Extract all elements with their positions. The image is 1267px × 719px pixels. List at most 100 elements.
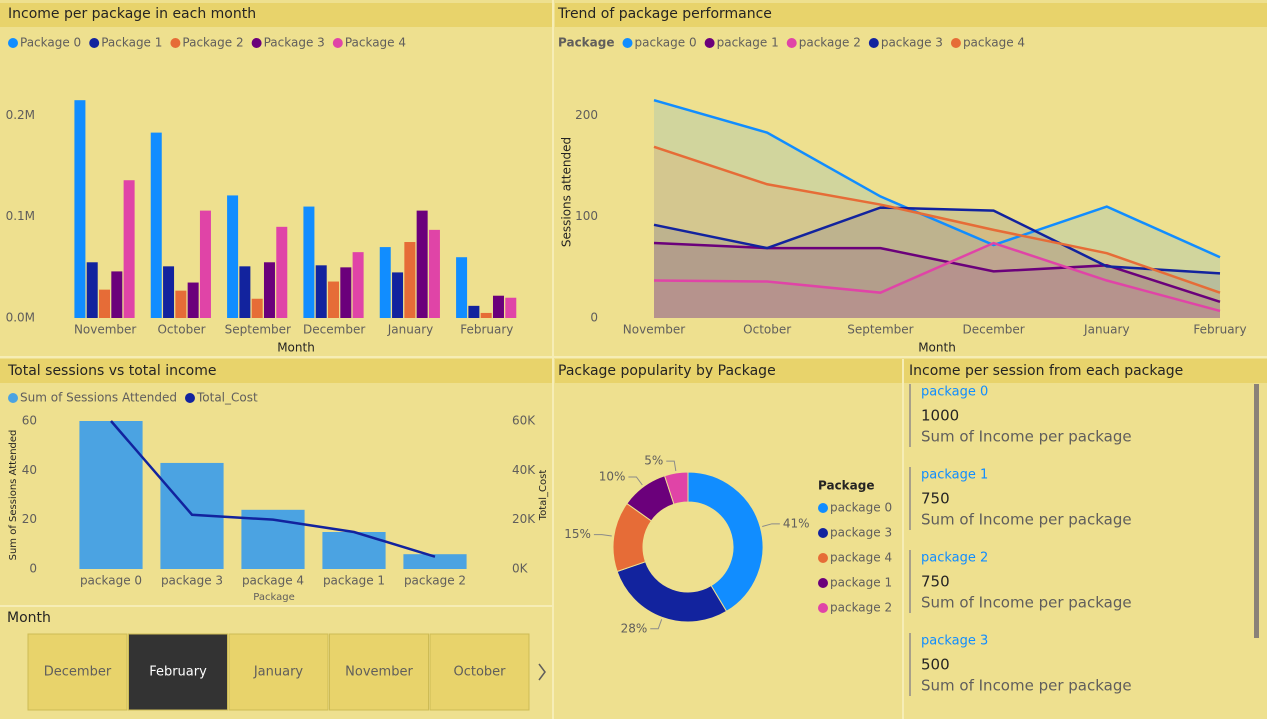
legend-marker xyxy=(950,38,961,48)
card-label: package 0 xyxy=(921,385,988,400)
card-caption: Sum of Income per package xyxy=(921,677,1132,695)
legend-marker xyxy=(818,578,828,588)
bar xyxy=(227,195,239,318)
legend-marker xyxy=(818,603,828,613)
legend-marker xyxy=(170,38,181,48)
slicer-item-label: January xyxy=(253,665,304,680)
x-tick-label: package 2 xyxy=(404,574,466,588)
bar xyxy=(404,242,416,318)
y2-tick-label: 0K xyxy=(512,562,529,576)
x-tick-label: January xyxy=(1083,323,1130,337)
donut-slice[interactable] xyxy=(687,471,764,613)
slicer-item[interactable] xyxy=(128,633,228,711)
x-tick-label: September xyxy=(847,323,913,337)
legend-label: Package 1 xyxy=(101,36,162,50)
scrollbar[interactable] xyxy=(1254,384,1259,638)
legend-title: Package xyxy=(818,479,875,493)
donut-slice[interactable] xyxy=(663,471,689,505)
y2-axis-title: Total_Cost xyxy=(538,470,549,522)
line xyxy=(653,206,1221,275)
bar xyxy=(263,262,275,318)
legend-label: Total_Cost xyxy=(196,391,258,405)
legend-marker xyxy=(251,38,262,48)
y2-tick-label: 40K xyxy=(512,463,536,477)
chart-title: Total sessions vs total income xyxy=(7,363,216,379)
slicer-item[interactable] xyxy=(329,633,429,711)
slicer-item[interactable] xyxy=(228,633,329,711)
bar xyxy=(416,210,428,318)
bar xyxy=(251,298,263,318)
legend-marker xyxy=(184,393,195,403)
bar xyxy=(456,257,468,318)
legend-marker xyxy=(89,38,100,48)
area xyxy=(654,100,1220,319)
slicer-item[interactable] xyxy=(27,633,128,711)
line xyxy=(653,98,1221,259)
x-tick-label: November xyxy=(623,323,685,337)
y-axis-title: Sessions attended xyxy=(560,137,574,247)
x-axis-title: Month xyxy=(918,341,956,355)
bar xyxy=(239,266,251,318)
legend-label: Package 4 xyxy=(345,36,406,50)
bar xyxy=(175,290,187,318)
x-axis-title: Month xyxy=(277,341,315,355)
y-tick-label: 100 xyxy=(575,209,598,223)
slicer-next-arrow[interactable] xyxy=(538,663,546,681)
card-value: 500 xyxy=(921,656,950,674)
bar xyxy=(492,295,504,318)
x-tick-label: February xyxy=(460,323,513,337)
bar xyxy=(99,289,111,318)
card-label: package 1 xyxy=(921,468,988,483)
legend-label: Package 0 xyxy=(20,36,81,50)
slicer-title: Month xyxy=(7,610,51,626)
leader-line xyxy=(762,523,780,527)
card-label: package 2 xyxy=(921,551,988,566)
bar xyxy=(328,281,340,318)
legend-label: package 0 xyxy=(830,501,892,515)
y-tick-label: 0.1M xyxy=(6,209,35,223)
line xyxy=(653,241,1221,313)
header-band xyxy=(555,359,1267,383)
bar xyxy=(199,210,211,318)
header-band xyxy=(0,3,552,27)
bar xyxy=(79,421,143,569)
y-axis-title: Sum of Sessions Attended xyxy=(8,430,19,561)
bar xyxy=(392,272,404,318)
y-tick-label: 0 xyxy=(590,311,598,325)
x-tick-label: package 3 xyxy=(161,574,223,588)
card-value: 1000 xyxy=(921,407,959,425)
legend-label: package 3 xyxy=(881,36,943,50)
y-tick-label: 0.0M xyxy=(6,311,35,325)
y-tick-label: 200 xyxy=(575,108,598,122)
legend-marker xyxy=(704,38,715,48)
bar xyxy=(150,132,162,318)
legend-label: package 4 xyxy=(830,551,892,565)
y-tick-label: 20 xyxy=(22,512,37,526)
legend-label: Package 3 xyxy=(264,36,325,50)
card-caption: Sum of Income per package xyxy=(921,428,1132,446)
card-caption: Sum of Income per package xyxy=(921,511,1132,529)
y-tick-label: 0.2M xyxy=(6,108,35,122)
legend-marker xyxy=(8,38,18,48)
bar xyxy=(468,305,480,318)
slicer-item[interactable] xyxy=(429,633,530,711)
cards-title: Income per session from each package xyxy=(909,363,1183,379)
leader-line xyxy=(593,534,612,537)
line xyxy=(653,241,1221,303)
legend-marker xyxy=(332,38,343,48)
y2-tick-label: 60K xyxy=(512,414,536,428)
data-label: 15% xyxy=(564,527,591,541)
data-label: 10% xyxy=(599,469,626,483)
legend-title: Package xyxy=(558,36,615,50)
bar xyxy=(163,266,175,318)
line xyxy=(653,145,1221,294)
slicer-item-label: November xyxy=(345,665,413,680)
legend-marker xyxy=(786,38,797,48)
y2-tick-label: 20K xyxy=(512,512,536,526)
legend-marker xyxy=(818,553,828,563)
slicer-item-label: October xyxy=(453,665,506,680)
x-tick-label: December xyxy=(303,323,365,337)
legend-marker xyxy=(868,38,879,48)
x-tick-label: October xyxy=(743,323,791,337)
